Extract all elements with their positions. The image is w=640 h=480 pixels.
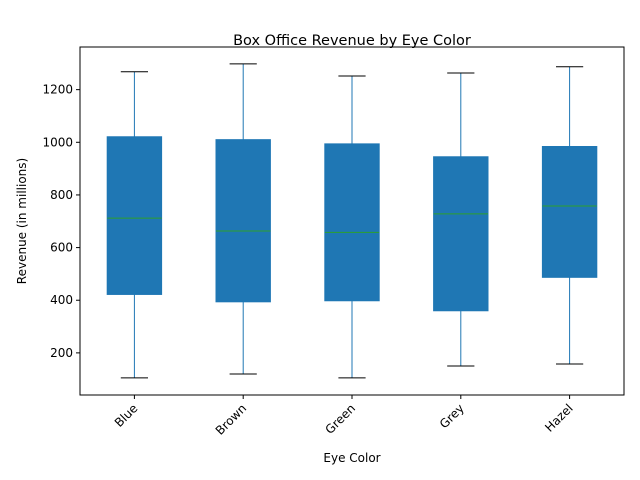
y-tick-label: 1000	[42, 135, 73, 149]
iqr-box	[433, 156, 489, 312]
chart-title: Box Office Revenue by Eye Color	[233, 33, 471, 49]
plot-frame	[79, 46, 625, 396]
plot-area	[106, 63, 598, 379]
box-brown	[215, 63, 271, 375]
x-tick-label: Blue	[112, 401, 141, 430]
box-hazel	[541, 66, 598, 365]
x-tick-label: Brown	[213, 401, 250, 438]
box-grey	[433, 72, 489, 367]
y-axis: 200 400 600 800 1000 1200	[42, 83, 80, 360]
y-tick-label: 600	[50, 241, 73, 255]
x-tick-label: Grey	[437, 401, 467, 431]
iqr-box	[541, 146, 598, 278]
y-axis-label: Revenue (in millions)	[15, 158, 29, 284]
box-green	[324, 75, 380, 379]
iqr-box	[215, 139, 271, 303]
x-tick-label: Hazel	[542, 401, 576, 435]
y-tick-label: 800	[50, 188, 73, 202]
x-axis: Blue Brown Green Grey Hazel	[112, 395, 576, 438]
y-tick-label: 400	[50, 293, 73, 307]
box-blue	[106, 71, 163, 379]
y-tick-label: 1200	[42, 83, 73, 97]
iqr-box	[324, 143, 380, 302]
y-tick-label: 200	[50, 346, 73, 360]
iqr-box	[106, 136, 163, 295]
x-tick-label: Green	[323, 401, 359, 437]
x-axis-label: Eye Color	[323, 451, 380, 465]
